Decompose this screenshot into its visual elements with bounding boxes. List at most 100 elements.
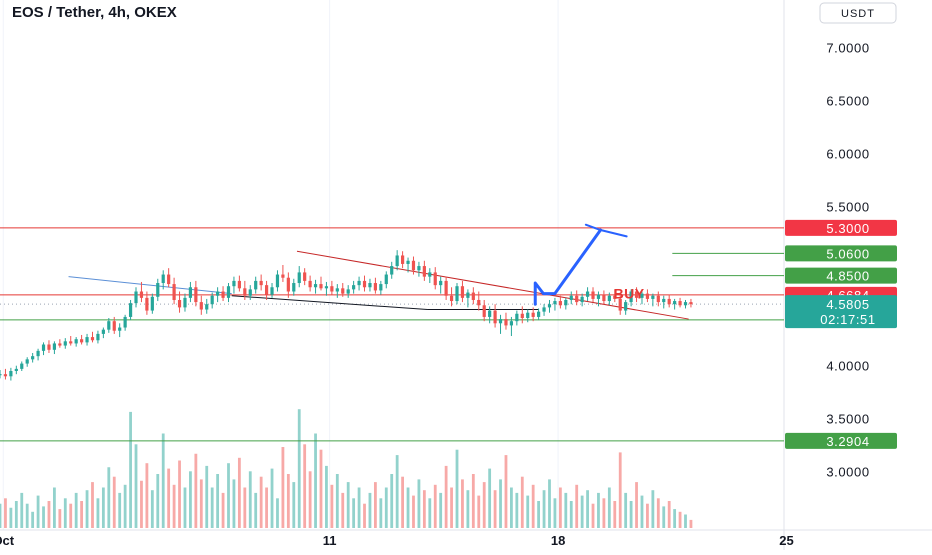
price-tag-label: 4.8500 <box>826 269 869 284</box>
volume-bar <box>422 490 426 528</box>
volume-bar <box>4 498 7 528</box>
volume-bar <box>455 449 459 528</box>
volume-bar <box>531 484 535 528</box>
candle <box>172 277 176 305</box>
candle-body <box>390 266 394 275</box>
candle <box>569 291 573 305</box>
candle-body <box>455 286 459 302</box>
volume-bar <box>265 487 268 528</box>
volume-bar <box>259 476 263 528</box>
candle <box>384 271 388 289</box>
candle-body <box>493 310 497 324</box>
candle <box>221 286 225 302</box>
candle <box>455 283 459 305</box>
candle <box>14 365 18 375</box>
candle-body <box>47 344 51 350</box>
candle-body <box>254 280 258 290</box>
volume-bar <box>624 492 628 528</box>
volume-bars <box>0 409 693 528</box>
candle <box>36 348 40 361</box>
volume-bar <box>488 468 492 528</box>
candle <box>232 276 236 294</box>
candle <box>417 261 421 277</box>
candle-body <box>607 295 611 302</box>
volume-bar <box>341 492 345 528</box>
candle-body <box>379 284 383 291</box>
candle-body <box>558 301 562 306</box>
candle-body <box>346 289 350 294</box>
candle-body <box>128 303 133 317</box>
volume-bar <box>673 509 677 528</box>
volume-bar <box>629 501 633 528</box>
candle-body <box>509 321 514 326</box>
volume-bar <box>20 492 24 528</box>
candle-body <box>683 302 688 306</box>
candle-body <box>313 284 318 288</box>
candle-body <box>629 291 633 303</box>
candle-body <box>537 311 541 317</box>
candle <box>504 312 508 330</box>
volume-bar <box>466 490 470 528</box>
candle-body <box>335 288 339 292</box>
volume-bar <box>194 453 198 528</box>
candle <box>63 338 67 349</box>
volume-bar <box>205 465 209 528</box>
candle-body <box>460 286 465 298</box>
volume-bar <box>9 507 13 528</box>
candle <box>368 278 372 292</box>
volume-bar <box>248 471 252 528</box>
candle-body <box>526 312 530 318</box>
candle <box>629 289 633 307</box>
volume-bar <box>292 482 296 528</box>
volume-bar <box>112 476 116 528</box>
candle <box>618 292 622 315</box>
candle <box>689 298 693 308</box>
candle-body <box>63 341 67 346</box>
candle <box>286 272 290 298</box>
candle-body <box>613 295 617 299</box>
candle <box>118 323 122 338</box>
time-tick-label: 25 <box>779 533 793 548</box>
price-tick-label: 4.0000 <box>826 359 869 374</box>
candle-body <box>624 302 628 311</box>
candle <box>357 276 361 291</box>
volume-bar <box>564 492 568 528</box>
volume-bar <box>243 487 247 528</box>
candle-body <box>259 280 263 286</box>
volume-bar <box>656 498 660 528</box>
currency-button[interactable]: USDT <box>819 2 897 24</box>
candle <box>156 278 160 302</box>
volume-bar <box>346 482 350 528</box>
price-tag-label: 3.2904 <box>826 434 869 449</box>
volume-bar <box>101 487 105 528</box>
volume-bar <box>308 471 312 528</box>
volume-bar <box>520 476 524 528</box>
candle-body <box>411 260 416 271</box>
price-tick-label: 6.5000 <box>826 94 869 109</box>
candle-body <box>96 333 100 341</box>
volume-bar <box>363 503 366 528</box>
volume-bar <box>482 482 486 528</box>
candle <box>134 287 138 308</box>
candle-body <box>319 284 323 289</box>
candle-body <box>575 295 579 303</box>
volume-bar <box>145 463 149 528</box>
candle-body <box>651 295 655 299</box>
volume-bar <box>31 511 35 528</box>
candle-body <box>80 339 84 343</box>
volume-bar <box>526 495 530 528</box>
candle <box>313 279 318 294</box>
candle-body <box>69 341 73 344</box>
candle <box>101 327 105 339</box>
volume-bar <box>640 495 644 528</box>
candle <box>488 306 492 324</box>
candle-body <box>488 310 492 317</box>
candle-body <box>471 292 475 300</box>
candle <box>161 270 165 290</box>
candle <box>264 280 269 300</box>
candle <box>542 304 546 316</box>
candle <box>319 276 323 291</box>
candle <box>373 277 377 294</box>
volume-bar <box>167 468 171 528</box>
